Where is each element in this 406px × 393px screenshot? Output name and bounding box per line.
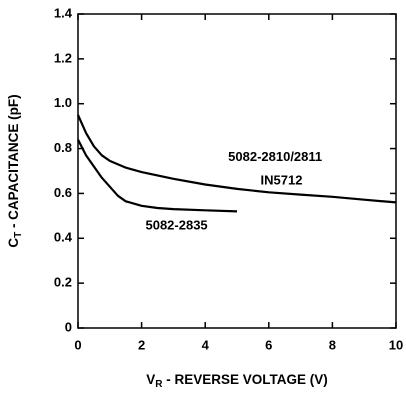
- y-tick-label: 0: [65, 319, 72, 334]
- y-axis-text: - CAPACITANCE (pF): [6, 94, 21, 231]
- y-tick-label: 0.2: [54, 275, 72, 290]
- annotation: IN5712: [261, 173, 303, 188]
- line-series: [77, 139, 238, 213]
- y-tick-label: 1.0: [54, 95, 72, 110]
- x-tick-label: 4: [202, 337, 210, 352]
- y-axis-subscript: T: [13, 232, 24, 238]
- y-tick-label: 0.8: [54, 140, 72, 155]
- y-tick-label: 0.4: [54, 230, 73, 245]
- y-tick-label: 1.4: [54, 5, 73, 20]
- x-tick-label: 0: [74, 337, 81, 352]
- line-series: [76, 114, 397, 204]
- x-tick-label: 6: [265, 337, 272, 352]
- y-tick-label: 1.2: [54, 50, 72, 65]
- annotation: 5082-2810/2811: [228, 149, 322, 164]
- x-axis-text: - REVERSE VOLTAGE (V): [162, 372, 327, 387]
- annotation: 5082-2835: [145, 217, 207, 232]
- plot-frame: [77, 13, 397, 329]
- x-axis-title: VR - REVERSE VOLTAGE (V): [146, 372, 328, 390]
- x-tick-label: 2: [138, 337, 145, 352]
- y-tick-label: 0.6: [54, 185, 72, 200]
- y-axis-symbol: C: [6, 238, 21, 248]
- x-axis-subscript: R: [155, 379, 163, 390]
- y-axis-title: CT - CAPACITANCE (pF): [6, 94, 24, 247]
- x-tick-label: 10: [389, 337, 403, 352]
- x-tick-label: 8: [329, 337, 336, 352]
- x-axis-symbol: V: [146, 372, 155, 387]
